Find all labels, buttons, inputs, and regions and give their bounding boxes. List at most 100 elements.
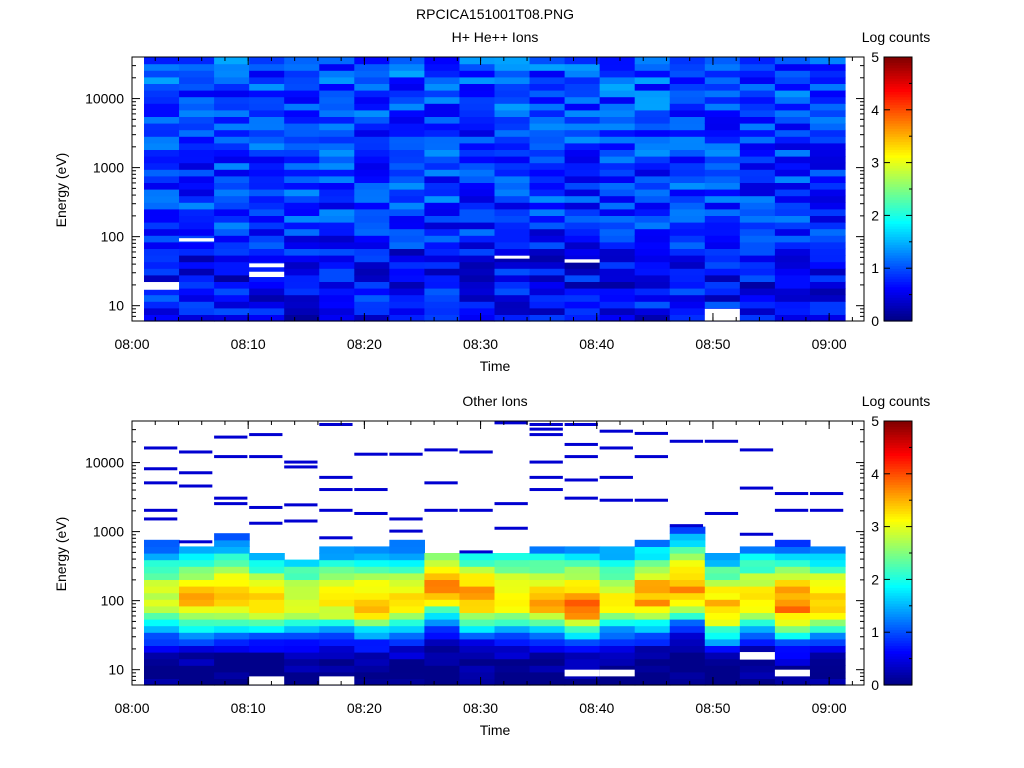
heatmap-cell [214, 109, 250, 117]
heatmap-cell [774, 579, 811, 587]
heatmap-cell [774, 182, 811, 190]
heatmap-cell [424, 268, 461, 276]
trace-segment [634, 431, 668, 435]
heatmap-cell [179, 261, 215, 269]
heatmap-cell [564, 109, 601, 117]
heatmap-cell [179, 314, 215, 322]
heatmap-cell [319, 586, 355, 594]
colorbar-swatch [884, 130, 912, 135]
heatmap-cell [739, 261, 776, 269]
heatmap-cell [424, 605, 461, 613]
heatmap-cell [774, 645, 811, 653]
colorbar-tick-label: 3 [871, 519, 879, 535]
heatmap-cell [529, 255, 566, 263]
heatmap-cell [704, 268, 741, 276]
heatmap-cell [284, 652, 320, 660]
heatmap-cell [389, 222, 425, 230]
heatmap-cell [249, 129, 285, 137]
heatmap-cell [599, 109, 636, 117]
heatmap-cell [494, 553, 531, 561]
heatmap-cell [249, 605, 285, 613]
heatmap-cell [494, 57, 531, 65]
heatmap-cell [179, 228, 215, 236]
heatmap-cell [354, 599, 390, 607]
heatmap-cell [424, 208, 461, 216]
heatmap-cell [214, 645, 250, 653]
heatmap-cell [284, 76, 320, 84]
heatmap-cell [179, 248, 215, 256]
heatmap-cell [634, 638, 671, 646]
heatmap-cell [774, 156, 811, 164]
heatmap-cell [179, 612, 215, 620]
heatmap-cell [214, 652, 250, 660]
heatmap-cell [214, 294, 250, 302]
heatmap-cell [669, 281, 706, 289]
heatmap-cell [739, 625, 776, 633]
colorbar-swatch [884, 539, 912, 544]
heatmap-cell [529, 314, 566, 322]
heatmap-cell [809, 70, 846, 78]
colorbar-swatch [884, 310, 912, 314]
colorbar-swatch [884, 666, 912, 670]
heatmap-cell [494, 129, 531, 137]
heatmap-cell [494, 156, 531, 164]
heatmap-cell [179, 579, 215, 587]
heatmap-cell [669, 162, 706, 170]
empty-cell [179, 238, 215, 242]
plot-border [131, 56, 865, 322]
heatmap-cell [669, 136, 706, 144]
heatmap-cell [739, 162, 776, 170]
colorbar-swatch [884, 655, 912, 660]
heatmap-cell [459, 215, 496, 223]
heatmap-cell [669, 116, 706, 124]
trace-segment [354, 488, 388, 492]
heatmap-cell [424, 645, 461, 653]
heatmap-cell [214, 222, 250, 230]
heatmap-cell [809, 632, 846, 640]
heatmap-cell [389, 261, 425, 269]
heatmap-cell [424, 612, 461, 620]
heatmap-cell [564, 592, 601, 600]
x-tick-label: 08:10 [231, 336, 266, 352]
heatmap-cell [494, 136, 531, 144]
colorbar-swatch [884, 471, 912, 475]
colorbar-swatch [884, 141, 912, 145]
heatmap-cell [494, 599, 531, 607]
heatmap-cell [774, 57, 811, 65]
heatmap-cell [494, 566, 531, 574]
colorbar-swatch [884, 529, 912, 533]
colorbar-swatch [884, 276, 912, 280]
heatmap-cell [494, 109, 531, 117]
heatmap-cell [284, 632, 320, 640]
heatmap-cell [424, 678, 461, 686]
heatmap-cell [809, 599, 846, 607]
heatmap-cell [214, 592, 250, 600]
heatmap-cell [249, 222, 285, 230]
heatmap-cell [389, 281, 425, 289]
heatmap-cell [354, 553, 390, 561]
heatmap-cell [634, 281, 671, 289]
colorbar-swatch [884, 603, 912, 607]
heatmap-cell [214, 314, 250, 322]
colorbar-swatch [884, 299, 912, 304]
colorbar-swatch [884, 196, 912, 201]
heatmap-cell [179, 90, 215, 98]
colorbar-swatch [884, 497, 912, 501]
heatmap-cell [634, 546, 671, 554]
heatmap-cell [354, 195, 390, 203]
heatmap-cell [634, 612, 671, 620]
heatmap-cell [214, 156, 250, 164]
colorbar-swatch [884, 621, 912, 625]
heatmap-cell [319, 599, 355, 607]
colorbar-swatch [884, 218, 912, 222]
heatmap-cell [389, 235, 425, 243]
colorbar-swatch [884, 162, 912, 166]
heatmap-cell [144, 605, 180, 613]
heatmap-cell [389, 301, 425, 309]
heatmap-cell [459, 645, 496, 653]
heatmap-cell [809, 605, 846, 613]
heatmap-cell [494, 215, 531, 223]
heatmap-cell [774, 638, 811, 646]
colorbar-swatch [884, 487, 912, 491]
heatmap-cell [424, 63, 461, 71]
